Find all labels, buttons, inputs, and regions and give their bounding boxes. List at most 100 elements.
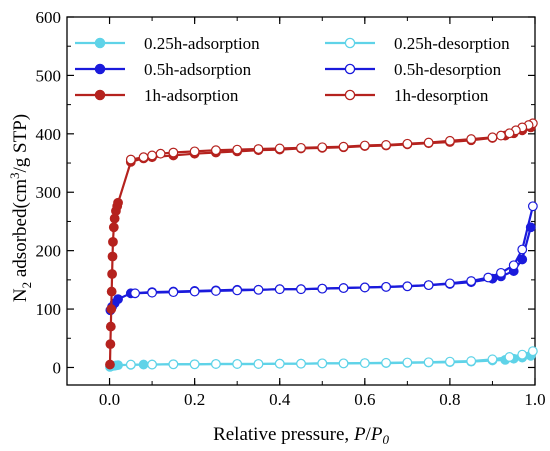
data-point bbox=[189, 286, 200, 297]
data-point bbox=[359, 358, 370, 368]
series-line bbox=[108, 126, 532, 365]
legend-label: 0.25h-adsorption bbox=[144, 34, 260, 53]
data-point bbox=[232, 285, 243, 296]
data-point bbox=[130, 288, 140, 299]
data-point bbox=[296, 142, 306, 153]
legend-marker bbox=[94, 37, 106, 49]
data-point bbox=[274, 143, 285, 154]
series-line bbox=[135, 205, 534, 295]
data-point bbox=[338, 283, 349, 293]
data-point bbox=[189, 359, 200, 370]
data-point bbox=[402, 281, 413, 292]
legend-item: 1h-adsorption bbox=[75, 86, 239, 105]
legend-item: 0.5h-adsorption bbox=[75, 60, 252, 79]
data-point bbox=[113, 294, 123, 305]
data-point bbox=[487, 132, 498, 143]
legend-marker bbox=[94, 89, 106, 101]
data-point bbox=[253, 144, 264, 154]
data-point bbox=[253, 284, 264, 295]
data-point bbox=[381, 140, 391, 150]
data-point bbox=[106, 286, 117, 297]
x-tick-label: 0.8 bbox=[439, 390, 460, 409]
data-point bbox=[113, 197, 123, 208]
data-point bbox=[317, 283, 328, 294]
data-point bbox=[168, 147, 179, 158]
data-point bbox=[508, 260, 519, 271]
y-tick-label: 400 bbox=[36, 125, 62, 144]
data-point bbox=[359, 140, 370, 151]
data-point bbox=[108, 222, 119, 233]
data-point bbox=[381, 357, 391, 368]
series-05h-desorption bbox=[130, 201, 538, 299]
data-point bbox=[105, 321, 116, 332]
data-point bbox=[317, 358, 328, 369]
data-point bbox=[487, 354, 498, 365]
y-tick-label: 300 bbox=[36, 183, 62, 202]
plot-frame bbox=[66, 16, 536, 386]
data-point bbox=[147, 150, 157, 161]
data-point bbox=[423, 280, 434, 291]
data-point bbox=[317, 142, 328, 153]
data-point bbox=[483, 272, 494, 283]
series-025h-desorption bbox=[125, 346, 538, 370]
data-point bbox=[211, 145, 221, 156]
y-tick-label: 600 bbox=[36, 8, 62, 27]
legend-label: 1h-adsorption bbox=[144, 86, 239, 105]
x-tick-label: 0.0 bbox=[99, 390, 120, 409]
legend-marker bbox=[94, 63, 106, 75]
legend-label: 0.5h-adsorption bbox=[144, 60, 252, 79]
y-tick-label: 200 bbox=[36, 242, 62, 261]
data-point bbox=[517, 244, 528, 255]
data-point bbox=[466, 356, 477, 366]
data-point bbox=[466, 276, 477, 286]
data-point bbox=[168, 287, 179, 298]
data-point bbox=[504, 352, 515, 362]
series-05h-adsorption bbox=[105, 222, 536, 316]
legend-marker bbox=[344, 89, 356, 101]
data-point bbox=[496, 267, 506, 278]
legend: 0.25h-adsorption 0.25h-desorption 0.5h-ads… bbox=[75, 34, 510, 105]
data-point bbox=[108, 236, 118, 247]
data-point bbox=[155, 148, 166, 159]
legend-item: 0.25h-desorption bbox=[325, 34, 510, 53]
legend-label: 0.25h-desorption bbox=[394, 34, 510, 53]
data-point bbox=[274, 358, 285, 369]
data-point bbox=[147, 359, 157, 370]
data-point bbox=[253, 359, 264, 369]
data-point bbox=[338, 141, 349, 152]
axis-ticks bbox=[66, 16, 536, 385]
data-point bbox=[211, 286, 221, 296]
legend-label: 0.5h-desorption bbox=[394, 60, 502, 79]
data-point bbox=[125, 154, 136, 165]
legend-item: 0.25h-adsorption bbox=[75, 34, 260, 53]
y-axis-title: N2 adsorbed(cm3/g STP) bbox=[7, 114, 34, 302]
y-tick-label: 0 bbox=[53, 358, 62, 377]
data-point bbox=[445, 356, 455, 367]
data-point bbox=[504, 128, 515, 139]
data-point bbox=[232, 359, 243, 369]
data-point bbox=[496, 130, 506, 141]
data-point bbox=[445, 135, 455, 146]
series-line bbox=[109, 227, 532, 311]
data-point bbox=[381, 281, 391, 292]
data-point bbox=[107, 269, 117, 279]
data-point bbox=[211, 359, 221, 369]
y-tick-label: 100 bbox=[36, 300, 62, 319]
x-axis-title: Relative pressure, P/P0 bbox=[213, 424, 389, 447]
data-point bbox=[147, 287, 157, 298]
data-point bbox=[125, 359, 136, 370]
legend-marker bbox=[344, 37, 356, 49]
legend-label: 1h-desorption bbox=[394, 86, 489, 105]
data-point bbox=[296, 284, 306, 295]
data-point bbox=[402, 357, 413, 368]
series-1h-desorption bbox=[125, 118, 538, 165]
data-point bbox=[107, 251, 118, 262]
data-point bbox=[527, 346, 538, 357]
data-point bbox=[138, 152, 149, 163]
data-point bbox=[338, 358, 349, 369]
data-point bbox=[105, 359, 115, 370]
legend-item: 1h-desorption bbox=[325, 86, 489, 105]
y-tick-label: 500 bbox=[36, 66, 62, 85]
series-layer bbox=[105, 118, 538, 372]
